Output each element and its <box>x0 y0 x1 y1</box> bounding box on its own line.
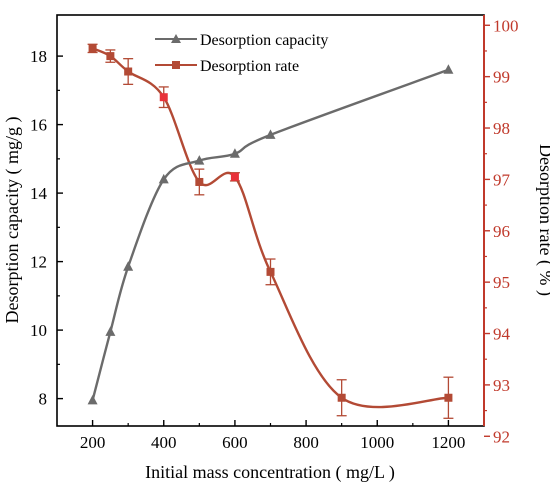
rate-point-7 <box>337 393 346 402</box>
plot-frame <box>56 14 485 427</box>
right-axis-ticks: 92 93 94 95 96 97 98 99 100 <box>484 16 519 446</box>
x-axis-ticks: 200 400 600 800 1000 1200 <box>80 420 465 452</box>
y-right-tick-label-2: 94 <box>493 325 511 344</box>
capacity-point-1 <box>105 326 116 336</box>
x-tick-label-5: 1200 <box>431 433 465 452</box>
capacity-point-3 <box>158 173 169 184</box>
legend-marker-capacity <box>171 34 181 43</box>
left-axis-ticks: 8 10 12 14 16 18 <box>30 47 63 409</box>
legend-marker-rate <box>172 61 180 69</box>
legend-label-capacity: Desorption capacity <box>200 32 328 49</box>
legend-label-rate: Desorption rate <box>200 58 299 75</box>
x-tick-label-1: 400 <box>151 433 177 452</box>
rate-point-6 <box>266 267 275 276</box>
rate-point-4 <box>195 177 204 186</box>
y-right-tick-label-3: 95 <box>493 273 510 292</box>
rate-point-3 <box>159 93 168 102</box>
y-left-tick-label-4: 16 <box>30 116 47 135</box>
series-line-capacity <box>91 68 449 401</box>
right-axis-label: Desorption rate ( % ) <box>535 144 550 296</box>
y-left-tick-label-2: 12 <box>30 253 47 272</box>
y-left-tick-label-3: 14 <box>30 184 48 203</box>
y-right-tick-label-4: 96 <box>493 222 510 241</box>
y-right-tick-label-8: 100 <box>493 16 519 35</box>
series-line-rate <box>92 47 449 409</box>
legend: Desorption capacity Desorption rate <box>155 32 328 75</box>
series-layer <box>87 43 454 419</box>
left-axis-label: Desorption capacity ( mg/g ) <box>2 117 23 324</box>
capacity-point-5 <box>229 148 240 158</box>
y-right-tick-label-1: 93 <box>493 376 510 395</box>
rate-point-8 <box>444 393 453 402</box>
capacity-point-7 <box>443 64 454 74</box>
x-axis-label: Initial mass concentration ( mg/L ) <box>145 462 395 483</box>
y-right-tick-label-6: 98 <box>493 119 510 138</box>
y-left-tick-label-5: 18 <box>30 47 47 66</box>
x-tick-label-0: 200 <box>80 433 106 452</box>
capacity-point-6 <box>265 129 276 139</box>
x-tick-label-4: 1000 <box>360 433 394 452</box>
y-right-tick-label-0: 92 <box>493 427 510 446</box>
x-tick-label-3: 800 <box>293 433 319 452</box>
capacity-point-2 <box>123 261 134 271</box>
y-left-tick-label-0: 8 <box>39 390 48 409</box>
y-right-tick-label-7: 99 <box>493 68 510 87</box>
capacity-point-0 <box>87 394 98 405</box>
x-tick-label-2: 600 <box>222 433 248 452</box>
rate-point-1 <box>106 52 115 61</box>
y-left-tick-label-1: 10 <box>30 321 47 340</box>
rate-point-5 <box>230 172 239 181</box>
capacity-point-4 <box>194 155 205 165</box>
rate-point-0 <box>88 44 97 53</box>
rate-point-2 <box>124 67 133 76</box>
y-right-tick-label-5: 97 <box>493 170 511 189</box>
